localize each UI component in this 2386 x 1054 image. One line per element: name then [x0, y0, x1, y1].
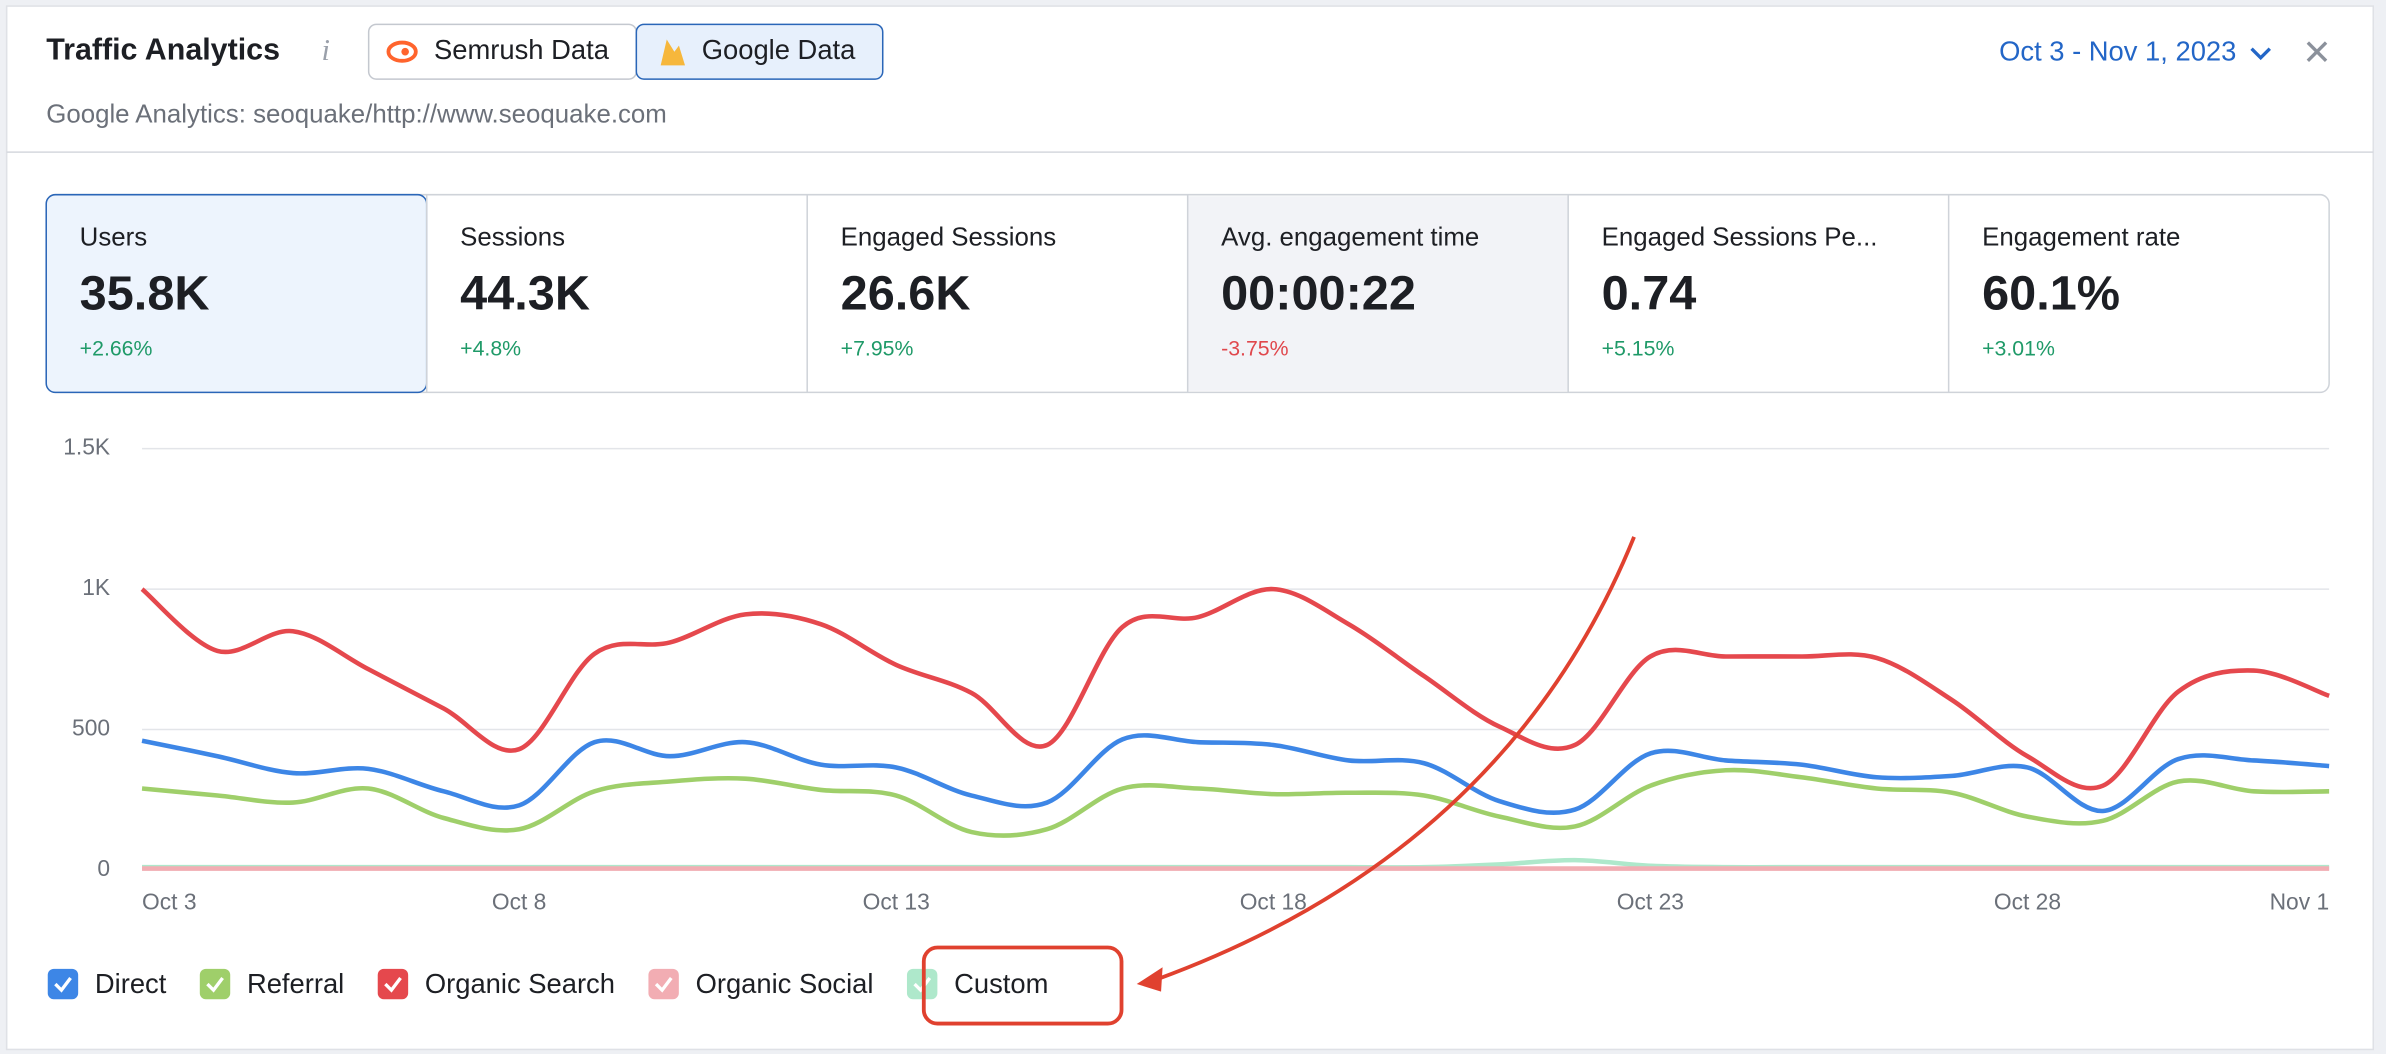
- x-tick-label: Oct 28: [1994, 888, 2061, 914]
- close-button[interactable]: [2306, 41, 2328, 63]
- legend-checkbox[interactable]: [377, 968, 409, 1000]
- legend-label[interactable]: Organic Social: [696, 968, 874, 999]
- series-line: [140, 586, 2330, 791]
- metric-change: -3.75%: [1221, 336, 1289, 360]
- metric-value: 26.6K: [841, 266, 971, 320]
- x-tick-label: Nov 1: [2270, 888, 2330, 914]
- check-mark: [913, 976, 932, 993]
- metric-value: 00:00:22: [1221, 266, 1416, 320]
- y-tick-label: 1.5K: [63, 434, 110, 460]
- metric-card-hover: [1187, 196, 1569, 391]
- metric-label: Sessions: [460, 224, 565, 252]
- check-mark: [384, 976, 402, 993]
- metric-label: Users: [80, 224, 147, 252]
- legend-label[interactable]: Custom: [954, 968, 1048, 999]
- check-mark: [654, 976, 673, 993]
- check-mark: [54, 976, 72, 993]
- metric-change: +7.95%: [841, 336, 914, 360]
- tab-label[interactable]: Semrush Data: [434, 34, 610, 65]
- y-tick-label: 500: [72, 715, 110, 741]
- y-tick-label: 0: [97, 855, 110, 881]
- x-tick-label: Oct 3: [142, 888, 196, 914]
- metric-label: Engaged Sessions Pe...: [1602, 224, 1878, 252]
- chevron[interactable]: [2250, 47, 2271, 61]
- x-tick-label: Oct 8: [492, 888, 546, 914]
- panel: [5, 5, 2374, 1051]
- x-tick-label: Oct 18: [1240, 888, 1307, 914]
- x-tick-label: Oct 13: [863, 888, 930, 914]
- metric-label: Engaged Sessions: [841, 224, 1057, 252]
- legend-checkbox[interactable]: [648, 968, 679, 1000]
- legend-label[interactable]: Direct: [95, 968, 167, 999]
- check-mark: [206, 976, 224, 993]
- legend-checkbox[interactable]: [47, 968, 79, 1000]
- annotation-arrow: [1155, 536, 1636, 982]
- legend-label[interactable]: Organic Search: [425, 968, 615, 999]
- x-tick-label: Oct 23: [1617, 888, 1684, 914]
- highlight-box: [921, 945, 1124, 1026]
- series-line: [141, 767, 2330, 838]
- arrowhead: [1136, 967, 1163, 992]
- series-line: [141, 733, 2330, 815]
- tab-selected[interactable]: [635, 23, 884, 80]
- subtitle: Google Analytics: seoquake/http://www.se…: [46, 100, 667, 128]
- metric-value: 60.1%: [1982, 266, 2120, 320]
- metric-change: +2.66%: [80, 336, 153, 360]
- y-tick-label: 1K: [82, 574, 110, 600]
- metric-value: 0.74: [1602, 266, 1697, 320]
- metric-label: Avg. engagement time: [1221, 224, 1479, 252]
- metric-value: 35.8K: [80, 266, 210, 320]
- date-range[interactable]: Oct 3 - Nov 1, 2023: [1999, 35, 2236, 66]
- semrush-icon: [386, 40, 418, 63]
- tab-label[interactable]: Google Data: [702, 34, 856, 65]
- metric-change: +4.8%: [460, 336, 521, 360]
- metric-change: +3.01%: [1982, 336, 2055, 360]
- metric-value: 44.3K: [460, 266, 590, 320]
- title: Traffic Analytics: [46, 33, 280, 67]
- metric-label: Engagement rate: [1982, 224, 2180, 252]
- firebase-icon: [660, 39, 686, 66]
- legend-label[interactable]: Referral: [247, 968, 344, 999]
- info-icon[interactable]: i: [322, 33, 330, 67]
- legend-checkbox[interactable]: [199, 968, 231, 1000]
- metric-change: +5.15%: [1602, 336, 1675, 360]
